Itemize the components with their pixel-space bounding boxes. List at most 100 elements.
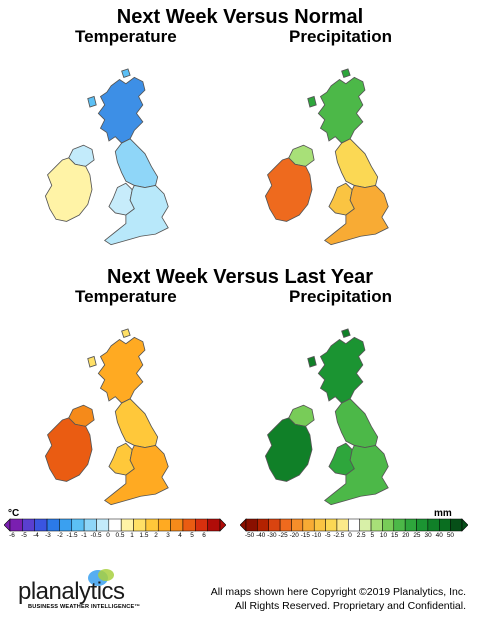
copyright-line-1: All maps shown here Copyright ©2019 Plan…	[210, 586, 466, 598]
scale-swatch	[279, 518, 292, 532]
region-north-england	[114, 138, 159, 188]
region-scotland	[97, 336, 146, 404]
scale-swatch	[336, 518, 349, 532]
scale-tick-label: -1.5	[66, 532, 78, 539]
scale-swatch	[325, 518, 338, 532]
region-south-england	[103, 444, 169, 506]
scale-tick-label: 6	[202, 532, 206, 539]
temperature-scale-ticks: -6 -5 -4 -3 -2 -1.5 -1 -0.5 0 0.5 1 1.5 2 3 4 5 6	[6, 532, 210, 539]
map-lastyear-precipitation	[264, 328, 389, 506]
region-islands	[121, 68, 131, 78]
scale-swatch	[359, 518, 372, 532]
scale-swatch	[157, 518, 171, 532]
scale-swatch	[450, 518, 463, 532]
lastyear-temperature-label: Temperature	[75, 287, 177, 306]
scale-tick-label: -20	[289, 532, 299, 539]
scale-swatch	[268, 518, 281, 532]
scale-tick-label: -5	[21, 532, 27, 539]
scale-tick-label: 2	[154, 532, 158, 539]
scale-swatch	[416, 518, 429, 532]
section-title-vs-last-year: Next Week Versus Last Year	[106, 266, 374, 288]
region-south-england	[323, 184, 389, 246]
scale-tick-label: 50	[446, 532, 454, 539]
precipitation-scale-ticks: -50 -40 -30 -25 -20 -15 -10 -5 -2.5 0 2.5 5 10 15 20 25…	[244, 532, 456, 539]
scale-swatch	[302, 518, 315, 532]
scale-swatch	[393, 518, 406, 532]
scale-tick-label: -1	[81, 532, 87, 539]
scale-tick-label: -50	[244, 532, 255, 539]
scale-tick-label: -25	[278, 532, 288, 539]
scale-swatch	[382, 518, 395, 532]
region-ireland	[264, 157, 313, 222]
map-normal-precipitation	[264, 68, 389, 246]
normal-temperature-label: Temperature	[75, 27, 177, 46]
region-islands	[307, 355, 317, 368]
scale-swatch	[207, 518, 221, 532]
section-title-vs-normal: Next Week Versus Normal	[116, 6, 364, 28]
brand-tagline: BUSINESS WEATHER INTELLIGENCE™	[28, 604, 141, 610]
scale-tick-label: 1	[130, 532, 134, 539]
scale-swatch	[59, 518, 73, 532]
scale-tick-label: -4	[33, 532, 39, 539]
normal-precipitation-label: Precipitation	[289, 27, 392, 46]
scale-swatch	[133, 518, 147, 532]
precipitation-unit: mm	[434, 508, 452, 519]
region-islands	[87, 355, 97, 368]
scale-tick-label: 15	[391, 532, 399, 539]
planalytics-logo-mark-icon	[88, 569, 114, 586]
scale-high-arrow	[461, 518, 468, 532]
region-north-england	[334, 398, 379, 448]
scale-tick-label: 1.5	[139, 532, 149, 539]
scale-swatch	[245, 518, 258, 532]
scale-tick-label: -0.5	[90, 532, 102, 539]
region-islands	[341, 68, 351, 78]
temperature-unit: °C	[8, 508, 20, 519]
scale-swatch	[9, 518, 23, 532]
temperature-color-scale	[4, 518, 226, 532]
scale-swatch	[83, 518, 97, 532]
scale-tick-label: 5	[190, 532, 194, 539]
region-islands	[121, 328, 131, 338]
scale-swatch	[427, 518, 440, 532]
scale-swatch	[145, 518, 159, 532]
scale-swatch	[257, 518, 269, 532]
region-south-england	[103, 184, 169, 246]
map-lastyear-temperature	[44, 328, 169, 506]
scale-low-arrow	[4, 518, 11, 532]
brand-logo: planalytics	[18, 578, 125, 605]
scale-swatch	[404, 518, 417, 532]
region-scotland	[317, 336, 366, 404]
scale-tick-label: 0	[106, 532, 110, 539]
scale-tick-label: -6	[9, 532, 15, 539]
scale-swatch	[182, 518, 196, 532]
scale-tick-label: 5	[370, 532, 375, 539]
scale-tick-label: 4	[178, 532, 182, 539]
scale-low-arrow	[240, 518, 247, 532]
scale-tick-label: -10	[311, 532, 322, 539]
scale-tick-label: 3	[166, 532, 170, 539]
region-islands	[341, 328, 351, 338]
scale-tick-label: 0	[348, 532, 352, 539]
scale-swatch	[46, 518, 60, 532]
region-islands	[307, 95, 317, 108]
region-north-england	[114, 398, 159, 448]
scale-swatch	[71, 518, 85, 532]
scale-swatch	[291, 518, 304, 532]
region-north-england	[334, 138, 379, 188]
scale-swatch	[22, 518, 35, 532]
scale-tick-label: -2	[57, 532, 63, 539]
scale-tick-label: -40	[256, 532, 266, 539]
scale-tick-label: 0.5	[115, 532, 125, 539]
precipitation-color-scale	[240, 518, 468, 532]
scale-swatch	[348, 518, 360, 532]
region-islands	[87, 95, 97, 108]
region-scotland	[97, 76, 146, 144]
region-ireland	[264, 417, 313, 482]
lastyear-precipitation-label: Precipitation	[289, 287, 392, 306]
scale-swatch	[34, 518, 48, 532]
scale-swatch	[120, 518, 134, 532]
region-ireland	[44, 157, 93, 222]
map-normal-temperature	[44, 68, 169, 246]
scale-tick-label: 10	[379, 532, 387, 539]
scale-swatch	[108, 518, 122, 532]
